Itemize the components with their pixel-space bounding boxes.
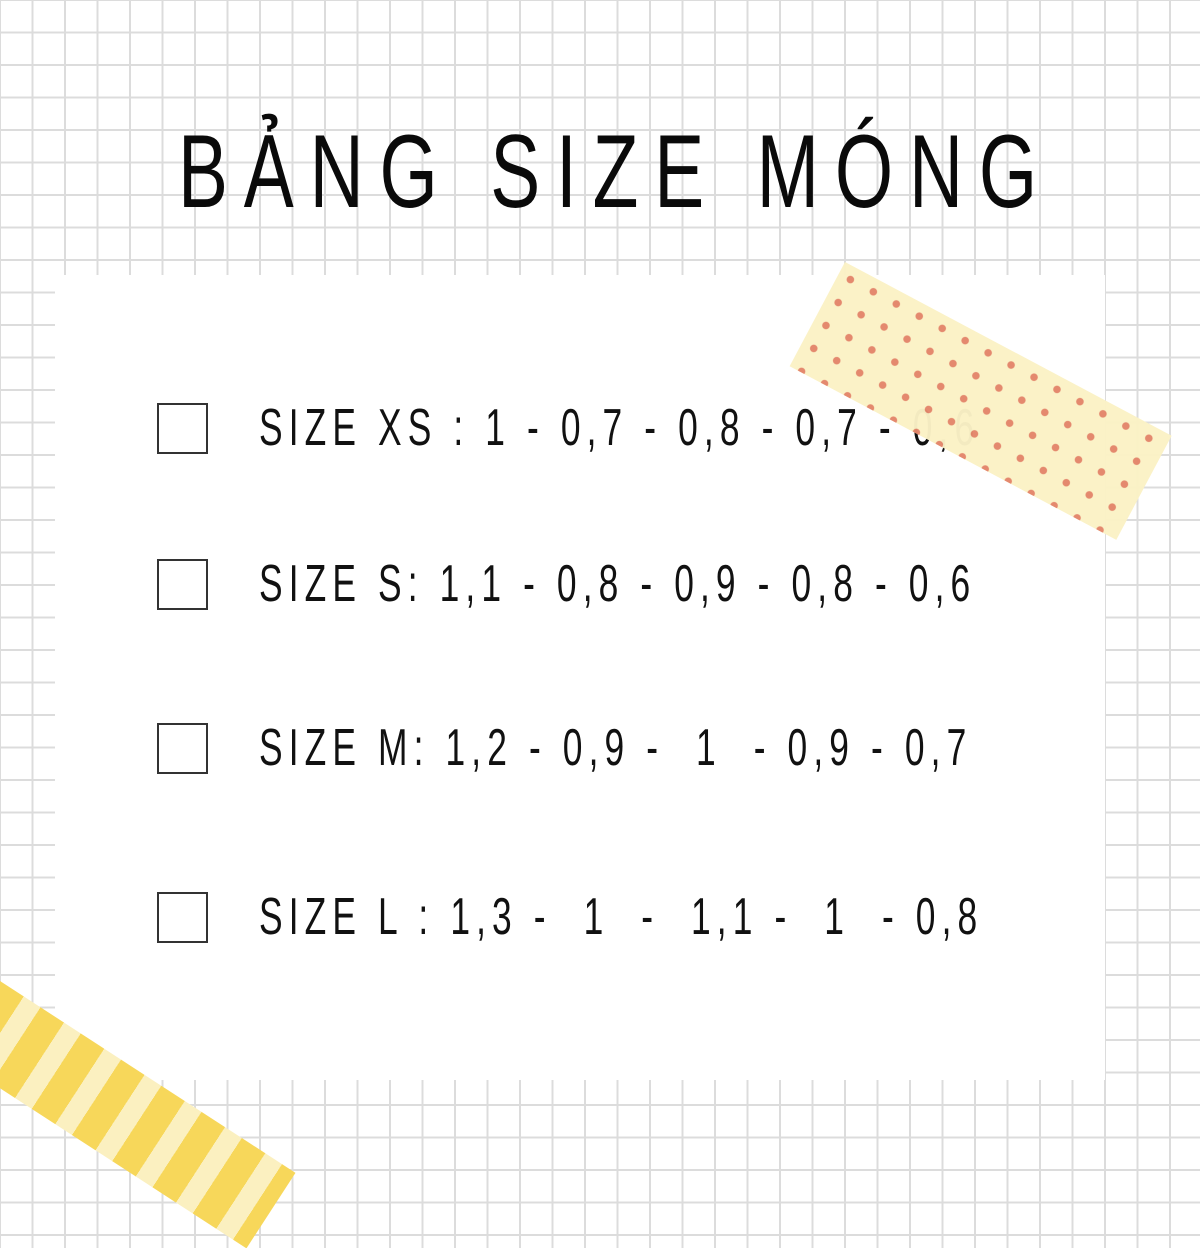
size-row-xs: SIZE XS : 1 - 0,7 - 0,8 - 0,7 - 0,6	[157, 398, 974, 458]
size-label-l: SIZE L : 1,3 - 1 - 1,1 - 1 - 0,8	[259, 888, 984, 946]
checkbox-l[interactable]	[157, 891, 208, 943]
checkbox-xs[interactable]	[157, 402, 208, 454]
page-title: BẢNG SIZE MÓNG	[178, 114, 1053, 230]
size-row-s: SIZE S: 1,1 - 0,8 - 0,9 - 0,8 - 0,6	[157, 554, 970, 614]
size-label-m: SIZE M: 1,2 - 0,9 - 1 - 0,9 - 0,7	[259, 719, 973, 777]
checkbox-m[interactable]	[157, 722, 208, 774]
size-row-m: SIZE M: 1,2 - 0,9 - 1 - 0,9 - 0,7	[157, 718, 966, 778]
size-row-l: SIZE L : 1,3 - 1 - 1,1 - 1 - 0,8	[157, 887, 977, 947]
size-label-s: SIZE S: 1,1 - 0,8 - 0,9 - 0,8 - 0,6	[259, 555, 977, 613]
checkbox-s[interactable]	[157, 558, 208, 610]
